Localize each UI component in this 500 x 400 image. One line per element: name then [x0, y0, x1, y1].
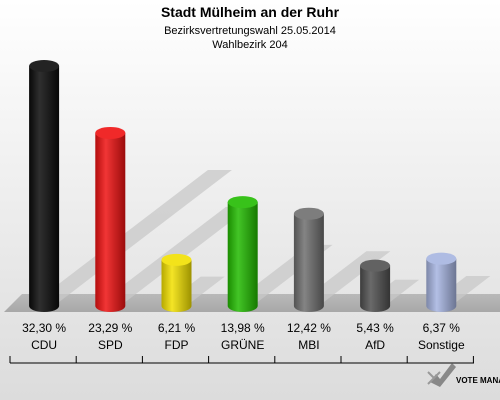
bar-shadow	[35, 170, 232, 302]
bar-cap	[161, 253, 192, 266]
bar-cap	[227, 196, 258, 209]
vote-manager-logo: VOTE MANAGER	[427, 363, 500, 387]
category-label: MBI	[298, 338, 319, 352]
bar-body	[227, 202, 258, 312]
bar-body	[161, 259, 192, 312]
chart-subtitle-2: Wahlbezirk 204	[212, 39, 287, 51]
value-label: 32,30 %	[22, 321, 66, 335]
bar-body	[95, 132, 126, 312]
bar-body	[360, 265, 391, 312]
bar-cap	[293, 207, 324, 220]
bar-cap	[29, 60, 60, 72]
value-label: 12,42 %	[287, 321, 331, 335]
category-label: AfD	[365, 338, 385, 352]
bar-grüne	[227, 196, 258, 312]
chart-subtitle-1: Bezirksvertretungswahl 25.05.2014	[164, 25, 336, 37]
logo-text: VOTE MANAGER	[456, 376, 500, 385]
category-label: SPD	[98, 338, 123, 352]
bar-mbi	[293, 207, 324, 312]
chart-title: Stadt Mülheim an der Ruhr	[161, 4, 340, 20]
bars	[29, 60, 457, 312]
data-labels: 32,30 % CDU 23,29 % SPD 6,21 % FDP 13,98 % GRÜN…	[22, 321, 465, 352]
bar-cap	[426, 252, 457, 265]
logo-check-icon	[430, 363, 456, 387]
category-label: CDU	[31, 338, 57, 352]
category-axis	[9, 356, 474, 364]
bar-cap	[95, 126, 126, 139]
category-label: GRÜNE	[221, 338, 264, 352]
value-label: 6,21 %	[158, 321, 196, 335]
value-label: 13,98 %	[221, 321, 265, 335]
bar-cdu	[29, 60, 60, 312]
bar-cap	[360, 259, 391, 272]
bar-body	[29, 66, 60, 312]
bar-body	[426, 258, 457, 312]
bar-afd	[360, 259, 391, 312]
value-label: 6,37 %	[423, 321, 461, 335]
value-label: 5,43 %	[356, 321, 394, 335]
bar-fdp	[161, 253, 192, 312]
category-label: Sonstige	[418, 338, 465, 352]
value-label: 23,29 %	[88, 321, 132, 335]
logo-x-icon	[427, 371, 441, 385]
category-label: FDP	[165, 338, 189, 352]
bar-body	[293, 213, 324, 312]
bar-spd	[95, 126, 126, 312]
bar-sonstige	[426, 252, 457, 312]
